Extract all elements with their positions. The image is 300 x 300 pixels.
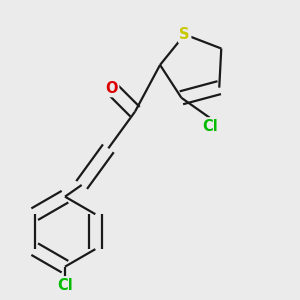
Text: Cl: Cl <box>57 278 73 292</box>
Text: O: O <box>105 81 118 96</box>
Text: S: S <box>179 27 190 42</box>
Text: Cl: Cl <box>202 118 218 134</box>
